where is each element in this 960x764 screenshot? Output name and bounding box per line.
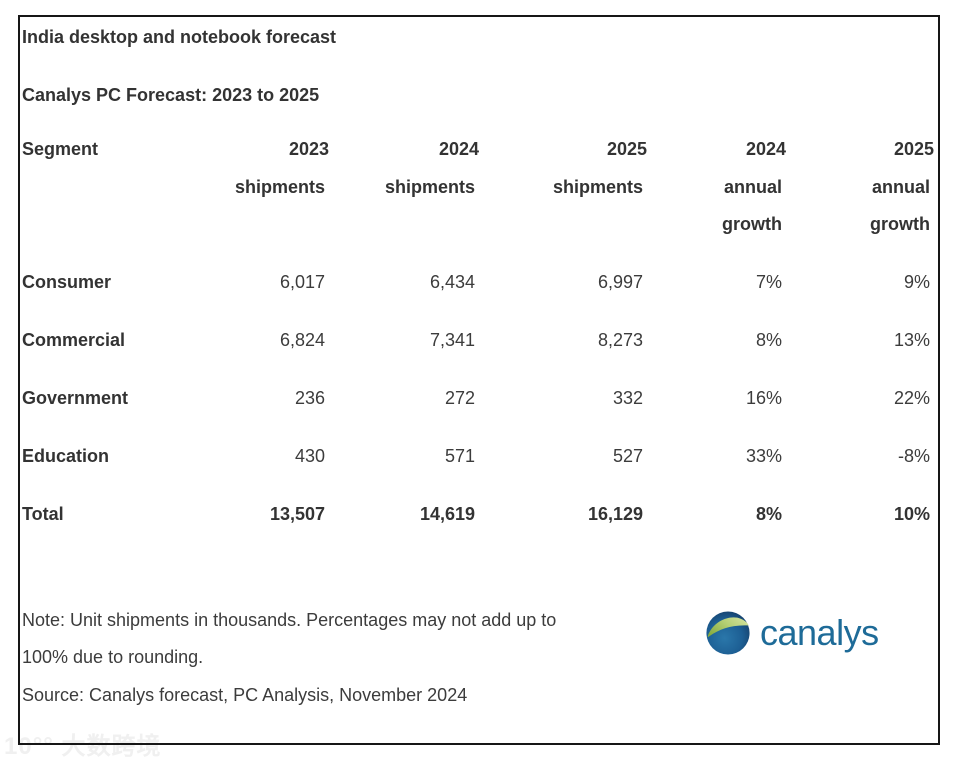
header-line-label: annual — [871, 176, 930, 197]
figure-title: India desktop and notebook forecast — [22, 27, 337, 47]
note-line-2: 100% due to rounding. — [22, 647, 204, 667]
watermark: 10°° 大数跨境 — [4, 733, 162, 760]
value-cell: 332 — [612, 388, 643, 408]
source-line: Source: Canalys forecast, PC Analysis, N… — [22, 684, 468, 705]
forecast-table: Segment 2023 shipments 2024 shipments 20… — [20, 131, 938, 544]
col-header-2025-growth: 2025 annual growth — [790, 131, 938, 254]
table-frame: India desktop and notebook forecast Cana… — [18, 15, 940, 745]
value-cell: 33% — [745, 446, 782, 466]
value-cell: 6,434 — [429, 272, 475, 292]
table-row-commercial: Commercial 6,824 7,341 8,273 8% 13% — [20, 312, 938, 370]
value-cell: 6,017 — [279, 272, 325, 292]
canalys-globe-icon — [706, 611, 750, 655]
col-header-2024-growth: 2024 annual growth — [651, 131, 790, 254]
value-cell: 7,341 — [429, 330, 475, 350]
value-cell: 10% — [893, 504, 930, 524]
header-line-year: 2023 — [288, 139, 329, 159]
value-cell: 8,273 — [597, 330, 643, 350]
value-cell: 236 — [294, 388, 325, 408]
value-cell: 571 — [444, 446, 475, 466]
table-row-government: Government 236 272 332 16% 22% — [20, 370, 938, 428]
value-cell: 7% — [755, 272, 782, 292]
value-cell: 527 — [612, 446, 643, 466]
value-cell: 272 — [444, 388, 475, 408]
value-cell: 14,619 — [419, 504, 475, 524]
value-cell: 16,129 — [587, 504, 643, 524]
value-cell: 6,997 — [597, 272, 643, 292]
value-cell: -8% — [897, 446, 930, 466]
header-line-year: 2025 — [893, 139, 934, 159]
header-row: Segment 2023 shipments 2024 shipments 20… — [20, 131, 938, 254]
header-line-label: shipments — [234, 176, 325, 197]
header-line-label: growth — [870, 214, 930, 234]
header-line-year: 2025 — [606, 139, 647, 159]
table-row-consumer: Consumer 6,017 6,434 6,997 7% 9% — [20, 254, 938, 312]
value-cell: 16% — [745, 388, 782, 408]
canalys-wordmark: canalys — [760, 612, 879, 653]
header-line-label: annual — [723, 176, 782, 197]
header-line-label: shipments — [384, 176, 475, 197]
segment-cell: Consumer — [22, 272, 112, 292]
col-header-2025-shipments: 2025 shipments — [483, 131, 651, 254]
segment-cell: Education — [22, 446, 110, 466]
value-cell: 22% — [893, 388, 930, 408]
value-cell: 13,507 — [269, 504, 325, 524]
header-line-year: 2024 — [438, 139, 479, 159]
col-header-segment: Segment — [22, 139, 99, 159]
header-line-year: 2024 — [745, 139, 786, 159]
value-cell: 8% — [755, 504, 782, 524]
value-cell: 8% — [755, 330, 782, 350]
table-row-total: Total 13,507 14,619 16,129 8% 10% — [20, 486, 938, 544]
segment-cell: Total — [22, 504, 64, 524]
value-cell: 13% — [893, 330, 930, 350]
value-cell: 6,824 — [279, 330, 325, 350]
header-line-label: growth — [722, 214, 782, 234]
figure-subtitle: Canalys PC Forecast: 2023 to 2025 — [22, 85, 320, 105]
segment-cell: Government — [22, 388, 129, 408]
value-cell: 9% — [903, 272, 930, 292]
col-header-2023-shipments: 2023 shipments — [200, 131, 333, 254]
table-row-education: Education 430 571 527 33% -8% — [20, 428, 938, 486]
note-line-1: Note: Unit shipments in thousands. Perce… — [22, 609, 557, 630]
segment-cell: Commercial — [22, 330, 126, 350]
canalys-logo: canalys — [706, 611, 879, 655]
value-cell: 430 — [294, 446, 325, 466]
col-header-2024-shipments: 2024 shipments — [333, 131, 483, 254]
header-line-label: shipments — [552, 176, 643, 197]
footnotes: Note: Unit shipments in thousands. Perce… — [22, 602, 938, 715]
